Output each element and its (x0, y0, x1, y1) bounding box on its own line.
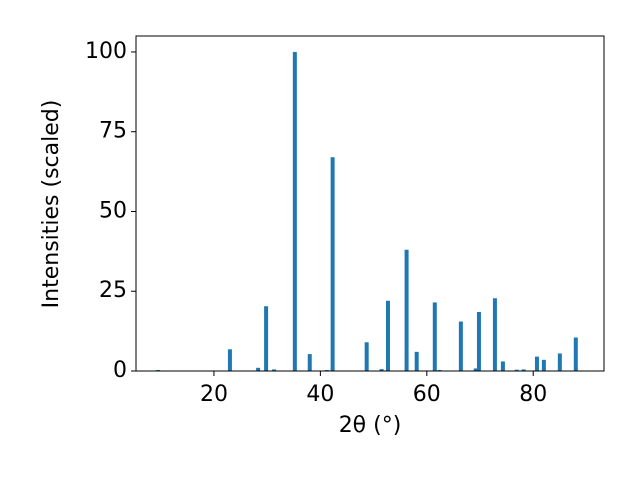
bar (476, 311, 481, 371)
bar (292, 51, 297, 371)
x-tick-label: 60 (413, 382, 441, 407)
bar (473, 368, 478, 371)
plot-frame (135, 35, 605, 372)
x-tick-label: 20 (200, 382, 228, 407)
bar (385, 300, 390, 371)
bar (264, 306, 269, 371)
y-tick-label: 50 (99, 198, 127, 223)
bar (272, 369, 277, 371)
y-tick-label: 0 (113, 358, 127, 383)
bar (458, 321, 463, 371)
bar (500, 361, 505, 371)
x-tick-label: 80 (519, 382, 547, 407)
y-axis-label: Intensities (scaled) (39, 100, 64, 309)
bar (379, 369, 384, 371)
x-tick-label: 40 (306, 382, 334, 407)
bar (227, 349, 232, 371)
x-axis-label: 2θ (°) (339, 413, 402, 438)
bar (541, 359, 546, 371)
bar (256, 367, 261, 371)
bar (492, 298, 497, 371)
y-tick-label: 100 (85, 39, 127, 64)
y-tick-label: 75 (99, 119, 127, 144)
bar (432, 302, 437, 371)
bar (414, 351, 419, 371)
bar (330, 157, 335, 371)
y-tick-label: 25 (99, 278, 127, 303)
bar (364, 342, 369, 371)
bar (573, 337, 578, 371)
bar (404, 249, 409, 371)
bar (514, 369, 519, 371)
bar (534, 356, 539, 371)
bar (557, 353, 562, 371)
bar (521, 369, 526, 371)
bar (307, 354, 312, 371)
